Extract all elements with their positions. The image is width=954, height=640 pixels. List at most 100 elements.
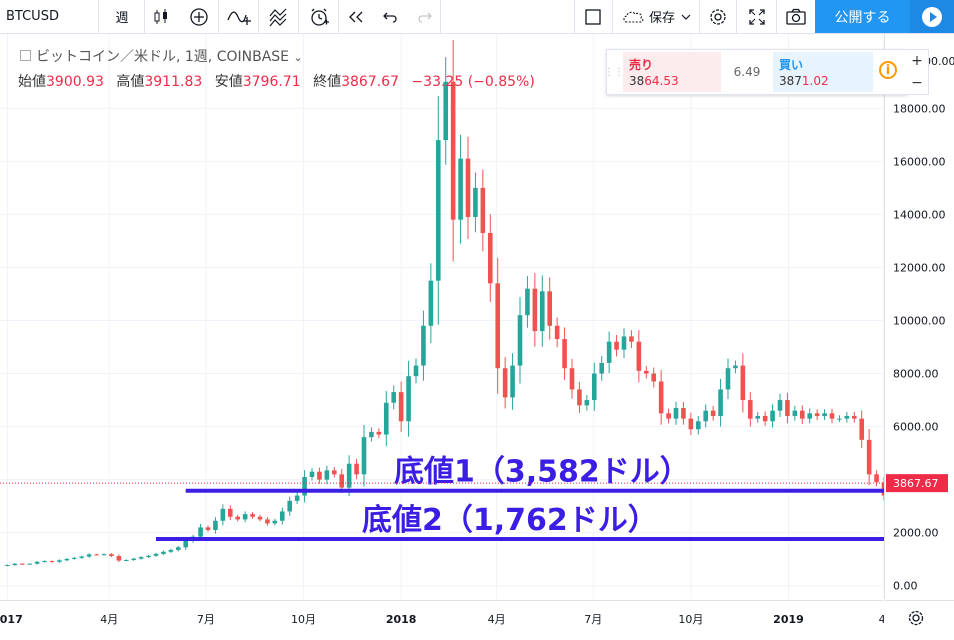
candle — [755, 411, 761, 423]
candle — [354, 458, 359, 480]
candle-body — [450, 81, 456, 220]
price-tick-label: 18000.00 — [893, 102, 946, 115]
candle-body — [71, 557, 77, 559]
candle-body — [577, 389, 582, 406]
candle — [740, 353, 746, 413]
buy-button[interactable]: 買い 3871.02 — [773, 52, 873, 92]
candle-body — [718, 389, 723, 416]
compare-icon[interactable] — [220, 0, 259, 33]
candle — [94, 553, 99, 556]
play-button[interactable] — [910, 0, 954, 33]
sell-price-major: 38 — [629, 74, 645, 88]
candle-body — [369, 431, 374, 438]
undo-icon[interactable] — [376, 0, 406, 33]
candle-body — [12, 563, 18, 566]
sell-button[interactable]: 売り 3864.53 — [623, 52, 721, 92]
candle-body — [792, 410, 798, 416]
candle — [547, 277, 553, 340]
indicators-plus-icon[interactable] — [180, 0, 219, 33]
candle — [584, 395, 590, 411]
candle — [599, 355, 605, 381]
candle-body — [34, 561, 40, 564]
candle — [64, 558, 70, 562]
publish-button[interactable]: 公開する — [815, 0, 910, 33]
candle — [19, 563, 25, 565]
candle-body — [383, 402, 389, 435]
time-axis[interactable]: 2017 4月 7月 10月 2018 4月 7月 10月 2019 4/ — [0, 600, 890, 636]
candle-body — [175, 547, 181, 550]
candle-body — [822, 413, 827, 416]
candle-style-icon[interactable] — [146, 0, 176, 33]
candle-body — [27, 563, 33, 565]
candle-body — [777, 400, 783, 411]
candle-body — [198, 527, 203, 537]
candle — [643, 365, 649, 379]
templates-icon[interactable] — [260, 0, 299, 33]
candle-body — [517, 315, 523, 366]
candle — [324, 465, 330, 485]
candle — [443, 57, 449, 165]
candle-body — [428, 280, 434, 326]
fullscreen-icon[interactable] — [738, 0, 777, 33]
play-icon — [922, 6, 942, 27]
low-label: 安値 — [214, 74, 243, 90]
price-axis[interactable]: 0.002000.004000.006000.008000.0010000.00… — [884, 34, 954, 599]
candle — [688, 412, 694, 436]
candle — [614, 334, 619, 357]
save-button[interactable]: 保存 — [612, 0, 700, 33]
candle — [34, 560, 40, 565]
candle — [79, 555, 85, 559]
top-toolbar: BTCUSD 週 保存 公開する — [0, 0, 954, 34]
time-tick-label: 4月 — [100, 613, 118, 626]
candle — [673, 401, 679, 425]
candle — [265, 517, 270, 526]
candle — [874, 470, 879, 487]
alert-clock-icon[interactable] — [300, 0, 339, 33]
candle — [279, 507, 285, 525]
candle-body — [49, 561, 55, 563]
candle-body — [695, 421, 701, 430]
candle — [606, 331, 612, 374]
symbol-search-button[interactable]: BTCUSD — [6, 0, 99, 33]
camera-icon[interactable] — [778, 0, 814, 33]
layout-square-icon[interactable] — [574, 0, 611, 33]
legend-collapse-icon[interactable] — [20, 50, 31, 61]
candle-body — [458, 158, 463, 220]
settings-gear-icon[interactable] — [700, 0, 737, 33]
replay-icon[interactable] — [340, 0, 372, 33]
candle — [636, 330, 642, 383]
chevron-down-icon — [681, 14, 691, 20]
candle — [495, 257, 501, 394]
candle-body — [629, 336, 634, 342]
open-value: 3900.93 — [46, 74, 104, 90]
candle — [294, 492, 300, 504]
support-label-2: 底値2（1,762ドル） — [362, 503, 658, 538]
candle — [331, 467, 337, 478]
info-icon[interactable]: i — [879, 61, 897, 79]
candle — [502, 357, 508, 409]
candle-body — [666, 413, 671, 419]
candle-body — [762, 415, 768, 422]
zoom-in-button[interactable]: + — [911, 53, 923, 69]
price-tick-label: 6000.00 — [893, 421, 939, 434]
candle — [510, 353, 515, 410]
series-legend-title[interactable]: ビットコイン／米ドル, 1週, COINBASE ⌄ — [20, 46, 303, 66]
drag-handle-icon[interactable]: ⋮⋮ — [604, 66, 624, 78]
candle — [465, 136, 471, 239]
candle-body — [57, 560, 62, 562]
interval-button[interactable]: 週 — [100, 0, 145, 33]
high-label: 高値 — [116, 74, 145, 90]
candle — [153, 552, 159, 557]
candle — [814, 409, 820, 421]
candle-body — [339, 474, 345, 488]
candle — [621, 328, 627, 358]
candle — [205, 525, 211, 532]
candle-body — [227, 508, 233, 517]
candle — [12, 562, 18, 566]
candle — [302, 470, 307, 503]
zoom-out-button[interactable]: − — [911, 75, 923, 91]
redo-icon[interactable] — [408, 0, 441, 33]
chart-settings-corner[interactable] — [885, 600, 954, 636]
candle-body — [703, 410, 709, 422]
